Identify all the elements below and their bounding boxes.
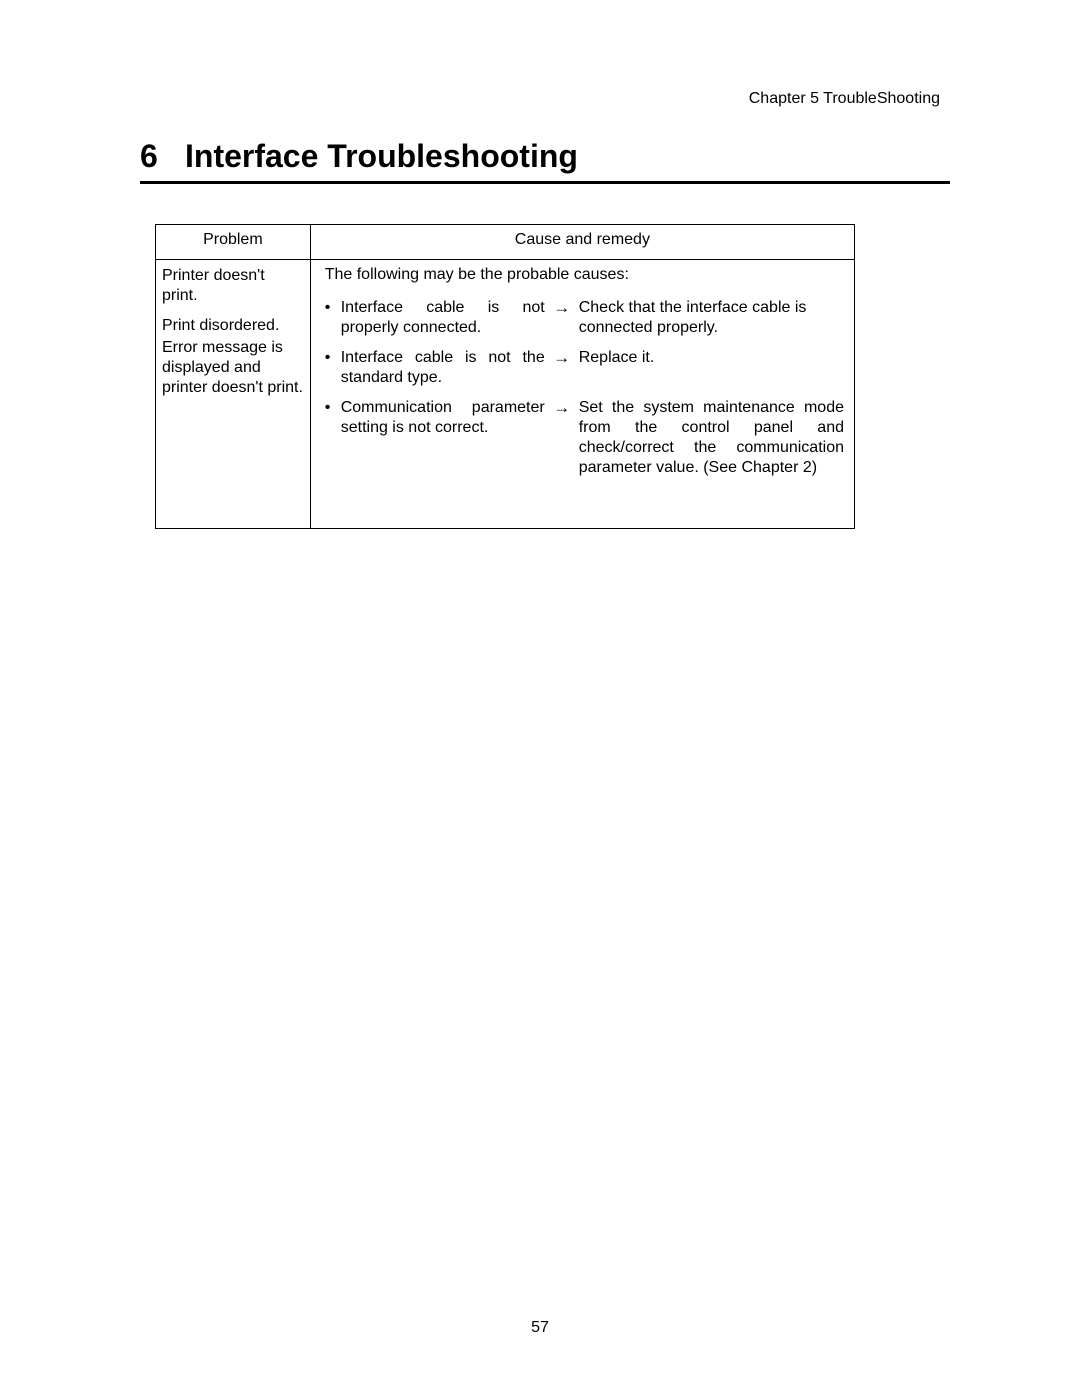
bullet-icon: • bbox=[325, 348, 341, 388]
bullet-icon: • bbox=[325, 398, 341, 438]
cause: • Interface cable is not properly connec… bbox=[325, 298, 545, 338]
section-title: Interface Troubleshooting bbox=[185, 138, 578, 175]
cause: • Interface cable is not the standard ty… bbox=[325, 348, 545, 388]
arrow-icon: → bbox=[545, 298, 579, 318]
cell-problem: Printer doesn't print. Print disordered.… bbox=[156, 260, 311, 529]
cause-text: Communication parameter setting is not c… bbox=[341, 398, 545, 438]
cause-text: Interface cable is not properly connecte… bbox=[341, 298, 545, 338]
chapter-header: Chapter 5 TroubleShooting bbox=[140, 90, 950, 108]
remedy-row: • Interface cable is not properly connec… bbox=[325, 298, 844, 338]
remedy-intro: The following may be the probable causes… bbox=[325, 266, 844, 284]
cell-remedy: The following may be the probable causes… bbox=[310, 260, 854, 529]
problem-item: Print disordered. bbox=[162, 316, 304, 336]
remedy-row: • Interface cable is not the standard ty… bbox=[325, 348, 844, 388]
troubleshoot-table: Problem Cause and remedy Printer doesn't… bbox=[155, 224, 855, 529]
cause: • Communication parameter setting is not… bbox=[325, 398, 545, 438]
remedy-row: • Communication parameter setting is not… bbox=[325, 398, 844, 478]
page-number: 57 bbox=[0, 1319, 1080, 1337]
col-header-remedy: Cause and remedy bbox=[310, 225, 854, 260]
table-row: Printer doesn't print. Print disordered.… bbox=[156, 260, 855, 529]
problem-item: Printer doesn't print. bbox=[162, 266, 304, 306]
remedy-text: Set the system maintenance mode from the… bbox=[579, 398, 844, 478]
bullet-icon: • bbox=[325, 298, 341, 338]
arrow-icon: → bbox=[545, 398, 579, 418]
arrow-icon: → bbox=[545, 348, 579, 368]
table-header-row: Problem Cause and remedy bbox=[156, 225, 855, 260]
col-header-problem: Problem bbox=[156, 225, 311, 260]
section-heading: 6 Interface Troubleshooting bbox=[140, 138, 950, 184]
problem-item: Error message is displayed and printer d… bbox=[162, 338, 304, 398]
document-page: Chapter 5 TroubleShooting 6 Interface Tr… bbox=[0, 0, 1080, 1397]
section-number: 6 bbox=[140, 138, 185, 175]
cause-text: Interface cable is not the standard type… bbox=[341, 348, 545, 388]
remedy-text: Check that the interface cable is connec… bbox=[579, 298, 844, 338]
remedy-text: Replace it. bbox=[579, 348, 844, 368]
